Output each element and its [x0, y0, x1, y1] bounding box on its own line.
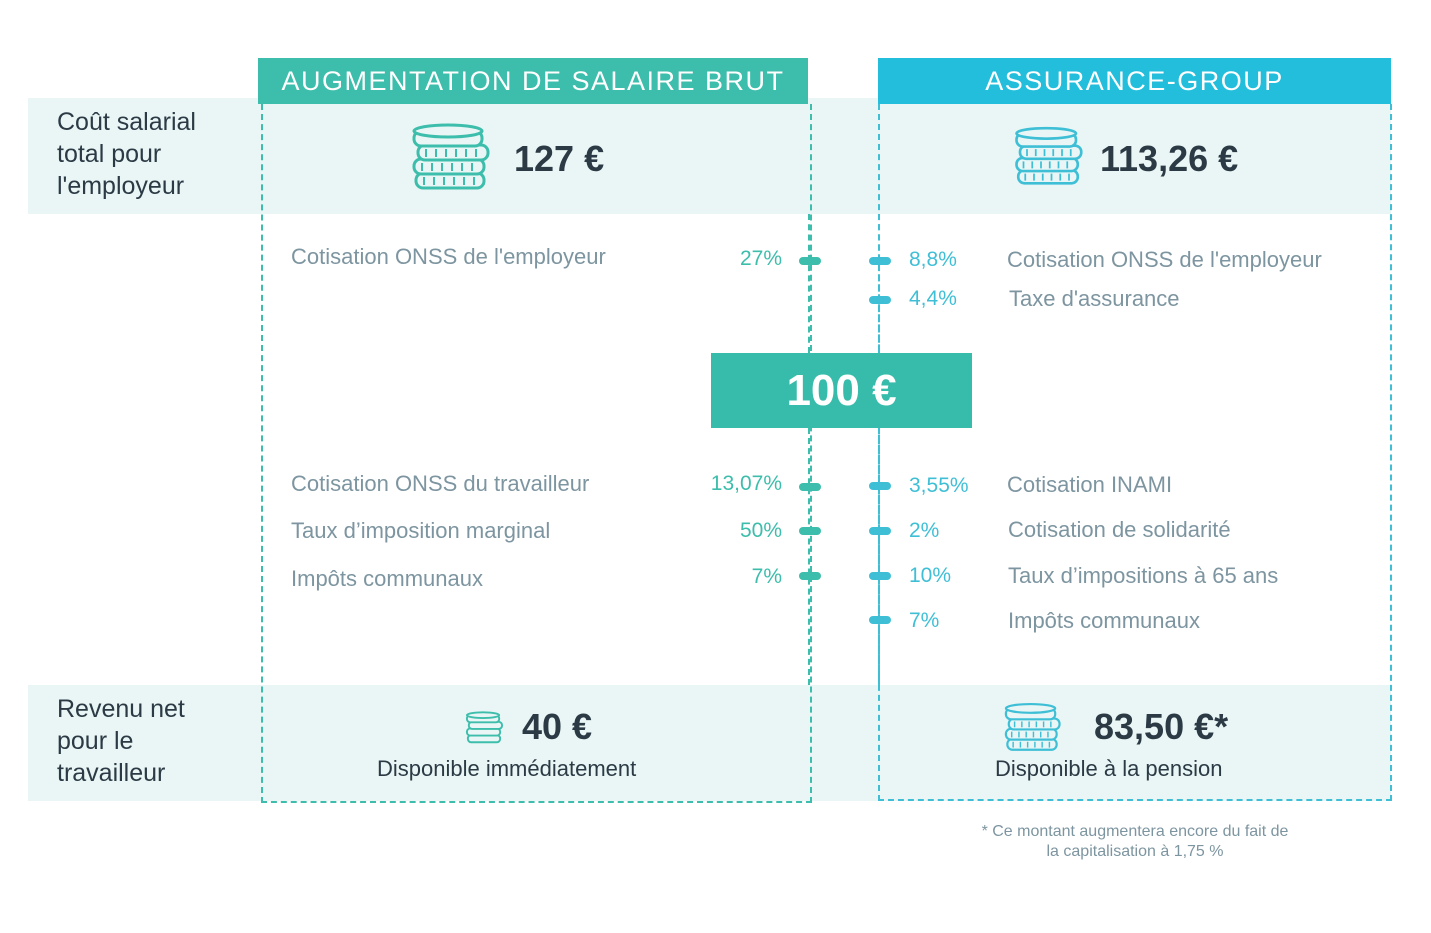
left-employer-item-pct: 27% [739, 247, 782, 270]
right-worker-item-label: Taux d’impositions à 65 ans [1008, 563, 1279, 588]
left-worker-item-label: Impôts communaux [291, 566, 483, 591]
left-tick [799, 527, 821, 535]
right-worker-item-label: Cotisation INAMI [1007, 472, 1173, 497]
right-tick [869, 527, 891, 535]
left-tick [799, 257, 821, 265]
right-employer-item-pct: 8,8% [909, 248, 957, 271]
left-employer-item-label: Cotisation ONSS de l'employeur [291, 244, 606, 269]
coin-stack-icon [465, 711, 503, 744]
left-center-line-lower [808, 428, 810, 685]
right-worker-item-pct: 3,55% [909, 474, 969, 497]
employer-cost-label: Coût salarial total pour l'employeur [57, 108, 196, 200]
right-tick [869, 296, 891, 304]
right-worker-item-pct: 2% [909, 519, 940, 542]
right-employer-item-label: Taxe d'assurance [1009, 286, 1180, 311]
left-employer-cost-amount: 127 € [514, 138, 605, 179]
right-worker-item-pct: 10% [909, 564, 952, 587]
right-center-line [878, 214, 880, 353]
coin-stack-icon [412, 123, 490, 190]
right-center-line-lower [878, 428, 880, 685]
left-net-amount: 40 € [522, 706, 593, 747]
left-worker-item-pct: 50% [739, 519, 782, 542]
right-employer-cost-amount: 113,26 € [1100, 138, 1239, 179]
right-tick [869, 482, 891, 490]
right-employer-item-pct: 4,4% [909, 287, 957, 310]
coin-stack-icon [1004, 702, 1061, 751]
right-net-note: Disponible à la pension [995, 756, 1223, 781]
right-column-outline [878, 104, 1392, 801]
right-column-header: ASSURANCE-GROUP [878, 58, 1391, 104]
right-worker-item-label: Impôts communaux [1008, 608, 1200, 633]
left-column-header: AUGMENTATION DE SALAIRE BRUT [258, 58, 808, 104]
right-tick [869, 572, 891, 580]
net-income-band [28, 685, 1391, 801]
employer-cost-band [28, 98, 1391, 214]
left-net-note: Disponible immédiatement [377, 756, 637, 781]
left-worker-item-label: Cotisation ONSS du travailleur [291, 471, 590, 496]
left-tick [799, 483, 821, 491]
left-worker-item-pct: 7% [751, 565, 782, 588]
left-worker-item-label: Taux d’imposition marginal [291, 518, 551, 543]
footnote: * Ce montant augmentera encore du fait d… [935, 822, 1335, 862]
left-center-line [808, 214, 810, 353]
left-column-outline [261, 104, 812, 803]
left-tick [799, 572, 821, 580]
right-employer-item-label: Cotisation ONSS de l'employeur [1007, 247, 1322, 272]
right-net-amount: 83,50 €* [1094, 706, 1229, 747]
right-tick [869, 616, 891, 624]
right-worker-item-label: Cotisation de solidarité [1008, 517, 1231, 542]
net-income-label: Revenu net pour le travailleur [57, 695, 185, 787]
right-tick [869, 257, 891, 265]
footnote-line-1: * Ce montant augmentera encore du fait d… [981, 823, 1289, 840]
right-worker-item-pct: 7% [909, 609, 940, 632]
coin-stack-icon [1015, 126, 1083, 185]
footnote-line-2: la capitalisation à 1,75 % [1046, 843, 1224, 860]
gross-amount-box: 100 € [711, 353, 972, 428]
left-worker-item-pct: 13,07% [710, 472, 782, 495]
